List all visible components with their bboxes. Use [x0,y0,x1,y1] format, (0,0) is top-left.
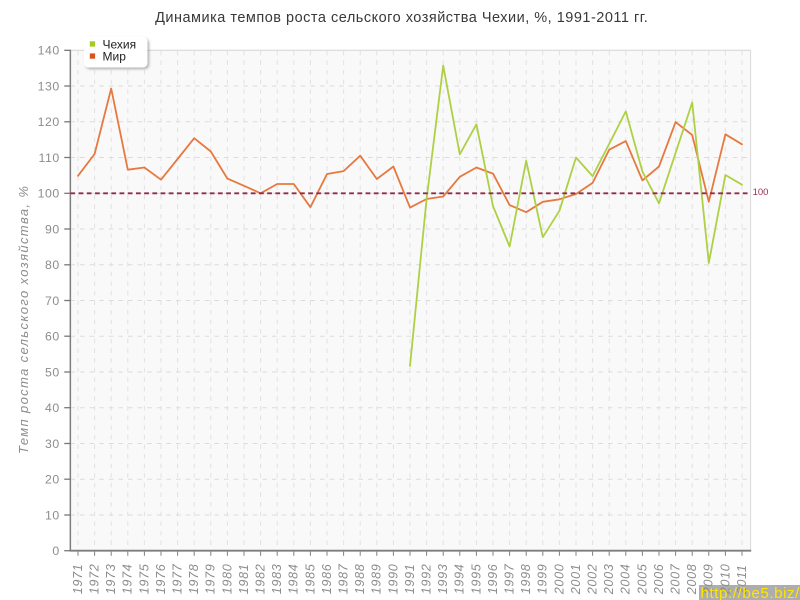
svg-text:1995: 1995 [469,563,483,594]
svg-text:1983: 1983 [270,563,284,594]
svg-text:1974: 1974 [121,563,135,594]
svg-text:Темп роста сельского хозяйства: Темп роста сельского хозяйства, % [16,185,31,454]
svg-text:1993: 1993 [436,563,450,594]
svg-text:1994: 1994 [453,563,467,594]
svg-text:70: 70 [45,294,60,308]
svg-text:20: 20 [45,473,60,487]
svg-text:1975: 1975 [137,563,151,594]
svg-text:2007: 2007 [669,563,683,595]
svg-text:2003: 2003 [602,563,616,595]
svg-text:1989: 1989 [370,563,384,594]
svg-text:110: 110 [39,151,60,165]
svg-text:1977: 1977 [171,563,185,594]
svg-text:1984: 1984 [287,563,301,594]
svg-text:Чехия: Чехия [103,37,137,51]
svg-text:1999: 1999 [536,563,550,594]
svg-text:2001: 2001 [569,563,583,595]
svg-text:2011: 2011 [735,564,749,595]
svg-text:1981: 1981 [237,563,251,594]
svg-text:2008: 2008 [685,563,699,595]
svg-text:1987: 1987 [337,563,351,594]
svg-text:1996: 1996 [486,563,500,594]
svg-text:60: 60 [45,330,60,344]
svg-text:Мир: Мир [103,50,127,64]
svg-text:2004: 2004 [619,563,633,595]
svg-text:100: 100 [753,187,769,198]
svg-text:10: 10 [45,508,60,522]
svg-text:100: 100 [38,187,60,201]
svg-text:1980: 1980 [220,563,234,594]
svg-text:2006: 2006 [652,563,666,595]
svg-text:120: 120 [38,115,60,129]
svg-text:1991: 1991 [403,563,417,594]
svg-text:1990: 1990 [386,563,400,594]
svg-text:1973: 1973 [104,563,118,594]
svg-text:2000: 2000 [552,563,566,595]
svg-text:1976: 1976 [154,563,168,594]
svg-text:1972: 1972 [88,563,102,594]
svg-text:1992: 1992 [420,563,434,594]
svg-text:1982: 1982 [254,563,268,594]
svg-text:80: 80 [45,258,60,272]
svg-text:1988: 1988 [353,563,367,594]
svg-text:http://be5.biz/: http://be5.biz/ [701,585,800,600]
svg-text:1997: 1997 [503,563,517,594]
svg-text:2009: 2009 [702,563,716,595]
svg-text:1986: 1986 [320,563,334,594]
svg-text:50: 50 [45,365,60,379]
svg-text:1971: 1971 [71,563,85,594]
svg-text:1979: 1979 [204,563,218,594]
svg-text:2005: 2005 [635,563,649,595]
svg-text:1985: 1985 [303,563,317,594]
svg-text:140: 140 [38,44,60,58]
svg-text:90: 90 [45,222,60,236]
svg-text:40: 40 [45,401,60,415]
svg-text:0: 0 [52,544,59,558]
svg-text:30: 30 [45,437,60,451]
svg-text:130: 130 [38,79,60,93]
svg-text:1978: 1978 [187,563,201,594]
svg-text:2010: 2010 [718,563,732,595]
svg-text:2002: 2002 [586,563,600,595]
svg-text:1998: 1998 [519,563,533,594]
svg-text:Динамика темпов роста сельског: Динамика темпов роста сельского хозяйств… [155,10,648,26]
